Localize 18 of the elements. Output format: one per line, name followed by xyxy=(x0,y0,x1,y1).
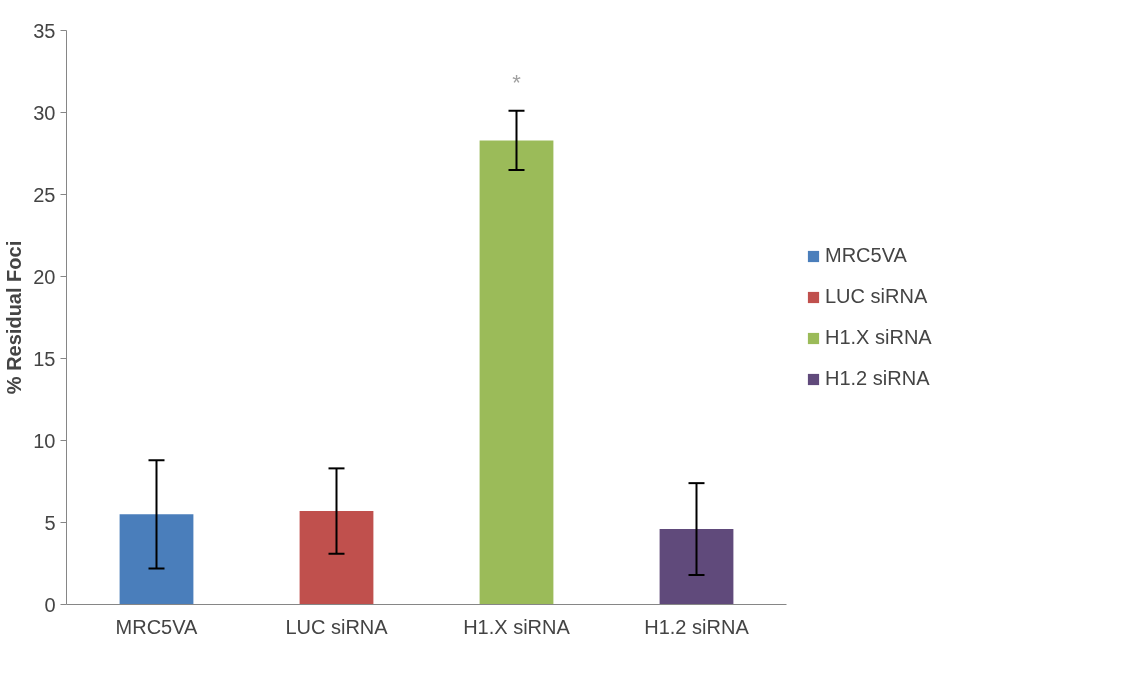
legend-label: MRC5VA xyxy=(825,244,907,267)
x-tick-label: H1.X siRNA xyxy=(463,615,571,638)
y-tick-label: 5 xyxy=(44,511,56,534)
y-tick-label: 25 xyxy=(33,183,56,206)
y-tick-label: 10 xyxy=(33,429,56,452)
y-tick-label: 15 xyxy=(33,347,56,370)
y-tick-label: 20 xyxy=(33,265,56,288)
x-tick-label: LUC siRNA xyxy=(285,615,389,638)
legend-label: LUC siRNA xyxy=(825,285,928,308)
legend-label: H1.X siRNA xyxy=(825,326,932,349)
annotation: * xyxy=(512,70,522,96)
y-axis-title: % Residual Foci xyxy=(3,240,26,395)
x-tick-label: H1.2 siRNA xyxy=(644,615,750,638)
y-tick-label: 35 xyxy=(33,19,56,42)
legend-label: H1.2 siRNA xyxy=(825,367,930,390)
y-tick-label: 0 xyxy=(44,593,56,616)
x-tick-label: MRC5VA xyxy=(115,615,199,638)
y-tick-label: 30 xyxy=(33,101,56,124)
